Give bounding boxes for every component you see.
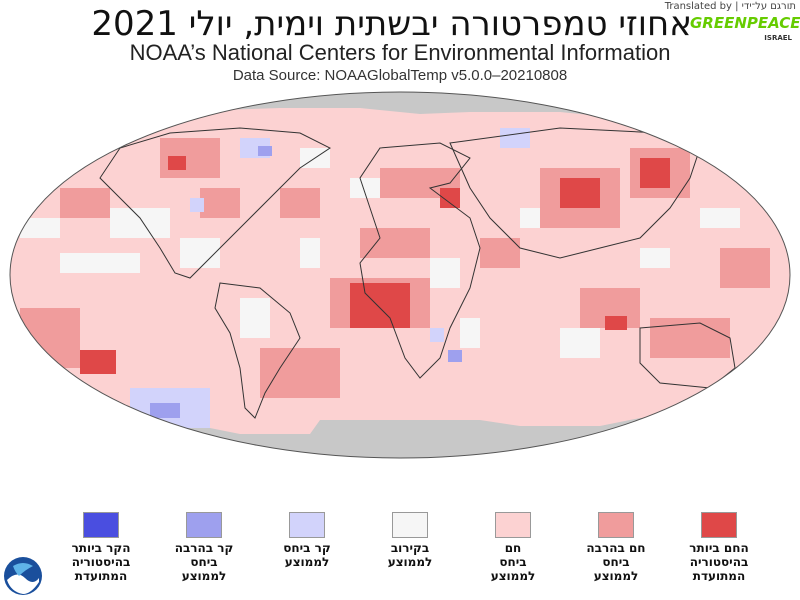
legend-label: הקר ביותר בהיסטוריה המתועדת	[71, 541, 131, 583]
greenpeace-logo-text: GREENPEACE	[690, 14, 800, 32]
world-map	[0, 88, 800, 488]
legend-swatch	[701, 512, 737, 538]
antarctic-no-data	[10, 418, 790, 458]
legend-item-warmer: חם ביחס לממוצע	[458, 512, 568, 583]
legend-label: החם ביותר בהיסטוריה המתועדת	[689, 541, 749, 583]
greenpeace-logo: GREENPEACE ISRAEL	[690, 14, 800, 42]
legend-label: קר ביחס לממוצע	[283, 541, 331, 569]
data-source: Data Source: NOAAGlobalTemp v5.0.0–20210…	[232, 67, 568, 84]
page-subtitle: NOAA’s National Centers for Environmenta…	[129, 40, 671, 65]
south-america-outline	[214, 282, 301, 419]
legend-swatch	[289, 512, 325, 538]
near-average-cells	[20, 148, 740, 358]
legend-label: בקירוב לממוצע	[387, 541, 433, 569]
legend-swatch	[598, 512, 634, 538]
legend-item-much-cooler: קר בהרבה ביחס לממוצע	[149, 512, 259, 583]
legend-swatch	[495, 512, 531, 538]
legend-label: חם ביחס לממוצע	[490, 541, 536, 583]
legend: הקר ביותר בהיסטוריה המתועדת קר בהרבה ביח…	[0, 512, 800, 600]
greenpeace-logo-sub: ISRAEL	[764, 34, 792, 42]
globe-border	[9, 91, 791, 459]
much-cooler-cells	[150, 146, 462, 418]
legend-item-near-average: בקירוב לממוצע	[355, 512, 465, 569]
record-warm-cells	[80, 156, 670, 374]
legend-item-cooler: קר ביחס לממוצע	[252, 512, 362, 569]
translated-by-note: תורגם על־ידי | Translated by	[664, 1, 796, 12]
legend-label: חם בהרבה ביחס לממוצע	[586, 541, 646, 583]
europe-africa-outline	[359, 142, 481, 379]
legend-label: קר בהרבה ביחס לממוצע	[174, 541, 234, 583]
legend-item-much-warmer: חם בהרבה ביחס לממוצע	[561, 512, 671, 583]
cooler-cells	[130, 128, 530, 428]
legend-swatch	[392, 512, 428, 538]
noaa-logo-icon	[4, 557, 42, 595]
north-america-outline	[99, 127, 331, 279]
legend-swatch	[186, 512, 222, 538]
legend-swatch	[83, 512, 119, 538]
legend-item-record-warm: החם ביותר בהיסטוריה המתועדת	[664, 512, 774, 583]
page-title: אחוזי טמפרטורה יבשתית וימית, יולי 2021	[91, 4, 692, 44]
map-svg	[9, 91, 791, 459]
legend-item-record-cold: הקר ביותר בהיסטוריה המתועדת	[46, 512, 156, 583]
